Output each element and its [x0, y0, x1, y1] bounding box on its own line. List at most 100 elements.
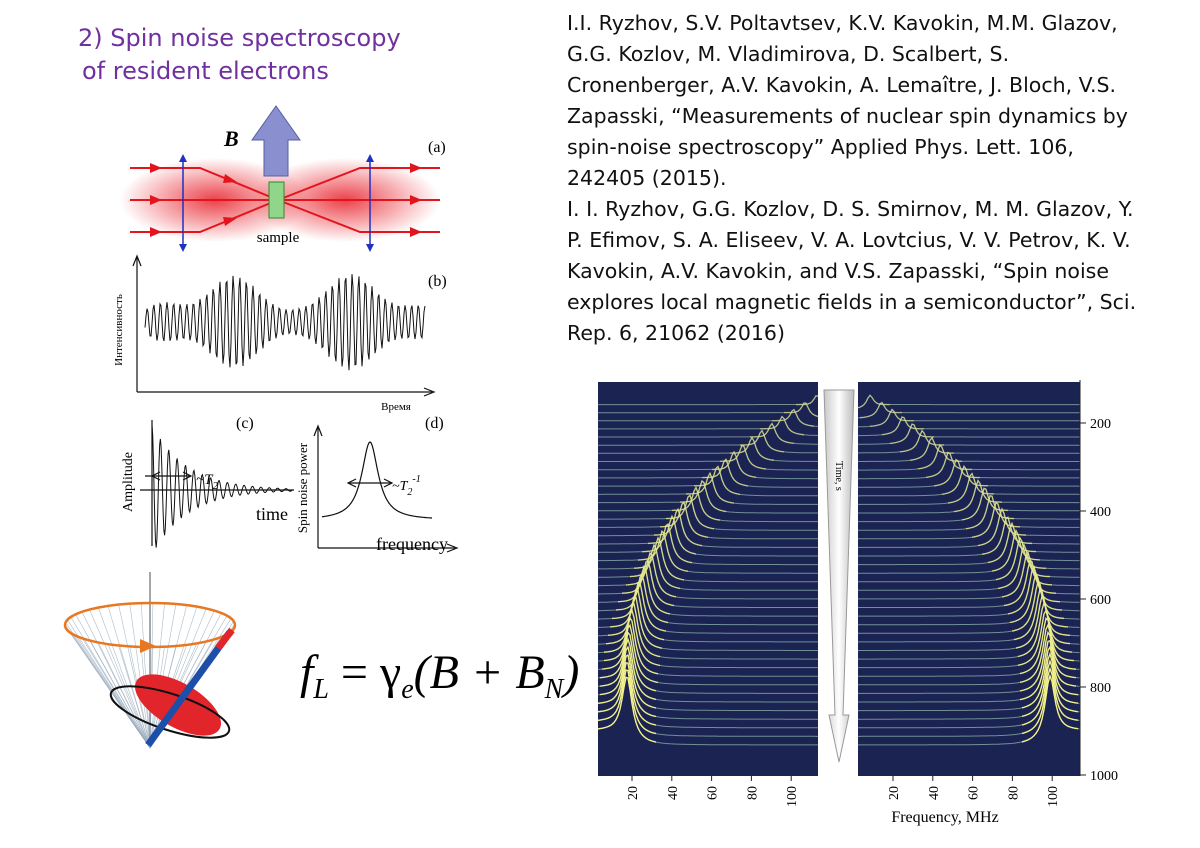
- spectrum-peak: [995, 536, 1047, 581]
- width-label: ~T2-1: [392, 474, 421, 498]
- spectrum-peak: [609, 588, 665, 641]
- spectrum-peak: [740, 429, 785, 453]
- spectrum-peak: [947, 472, 994, 504]
- spectrum-peak: [598, 676, 657, 743]
- panel-label: (a): [428, 139, 446, 156]
- tick-label: 200: [1090, 417, 1111, 432]
- spectrum-peak: [680, 479, 727, 513]
- spectrum-peak: [601, 623, 659, 684]
- reference: I. I. Ryzhov, G.G. Kozlov, D. S. Smirnov…: [567, 197, 1137, 345]
- spectrum-peak: [881, 416, 924, 436]
- field-label: B: [223, 126, 239, 151]
- tick-label: 80: [1006, 786, 1021, 800]
- cone-line: [129, 603, 151, 749]
- spectra-curves: [858, 394, 1080, 746]
- spectrum-line: [858, 501, 1080, 540]
- formula-part: ): [563, 646, 580, 699]
- spectrum-peak: [909, 436, 954, 461]
- width-label: ~T2: [196, 472, 218, 492]
- spectrum-line: [858, 516, 1080, 557]
- spectrum-peak: [750, 422, 795, 444]
- spectrum-peak: [615, 572, 669, 624]
- axis-label: Spin noise power: [295, 442, 310, 533]
- spectrum-line: [858, 437, 1080, 462]
- spectrum-peak: [629, 543, 681, 590]
- spectrum-peak: [899, 429, 944, 453]
- spectrum-peak: [925, 451, 972, 479]
- spectrum-peak: [637, 529, 689, 572]
- tick-label: 800: [1090, 681, 1111, 696]
- beam-diagram: [120, 105, 440, 252]
- spectrum-peak: [605, 602, 661, 658]
- spectrum-peak: [1001, 550, 1053, 598]
- spectrum-line: [598, 402, 818, 417]
- tick-label: 80: [745, 786, 760, 800]
- width-sub: 2: [212, 480, 218, 492]
- spectrum-peak: [617, 564, 671, 615]
- spectrum-peak: [598, 669, 657, 735]
- lorentzian: [321, 441, 432, 519]
- spin-tip: [215, 627, 235, 651]
- spectrum-line: [858, 529, 1080, 574]
- spectra-panel: [858, 382, 1080, 776]
- spectrum-peak: [730, 436, 775, 461]
- spectrum-peak: [702, 458, 749, 487]
- spectrum-line: [598, 395, 818, 406]
- axis-label: frequency: [376, 534, 448, 554]
- time-label: Time, s: [833, 461, 844, 491]
- cone-line: [149, 605, 188, 749]
- spectrum-peak: [1017, 608, 1073, 666]
- spectrum-peak: [599, 631, 657, 692]
- cone-line: [107, 605, 151, 749]
- width-sub: 2: [407, 487, 412, 498]
- spectrum-peak: [987, 521, 1037, 564]
- formula-sub: e: [401, 674, 414, 705]
- spectrum-peak: [889, 423, 934, 445]
- decay-signal: [151, 424, 293, 548]
- spectrum-peak: [1009, 572, 1063, 624]
- cone-line: [149, 606, 198, 749]
- spectrum-peak: [1021, 645, 1079, 709]
- axes: [313, 424, 459, 553]
- spectrum-peak: [599, 637, 657, 701]
- spectrum-peak: [693, 465, 741, 496]
- spectrum-peak: [598, 662, 657, 726]
- spectrum-line: [598, 436, 818, 462]
- spectrum-peak: [1021, 673, 1079, 743]
- spectrum-peak: [961, 487, 1009, 521]
- spectrum-peak: [1015, 594, 1071, 649]
- cone-line: [118, 604, 151, 749]
- tick-label: 1000: [1090, 769, 1118, 784]
- width-main: ~T: [392, 479, 409, 494]
- spectrum-peak: [1003, 559, 1057, 607]
- tick-label: 400: [1090, 505, 1111, 520]
- spectrum-peak: [1019, 616, 1075, 675]
- spectrum-peak: [1019, 623, 1077, 683]
- width-sup: -1: [412, 474, 420, 485]
- spectrum-line: [598, 523, 818, 566]
- cone-line: [75, 614, 151, 749]
- spectrum-peak: [991, 528, 1041, 572]
- formula-sub: N: [544, 674, 564, 705]
- spectrum-peak: [603, 608, 661, 667]
- spectrum-peak: [1011, 580, 1065, 632]
- spectrum-line: [858, 444, 1080, 471]
- spectrum-peak: [760, 415, 805, 436]
- formula-part: (B + B: [413, 646, 545, 699]
- tick-label: 600: [1090, 593, 1111, 608]
- noise-signal: [144, 274, 426, 371]
- time-arrow: [823, 389, 855, 763]
- spectrum-peak: [869, 408, 914, 427]
- panel-label: (c): [236, 415, 254, 432]
- spectrum-peak: [1021, 651, 1079, 717]
- spectrum-line: [598, 515, 818, 557]
- axis-label: Интенсивность: [113, 294, 125, 366]
- spectra-curves: [598, 395, 818, 746]
- spectrum-line: [598, 444, 818, 471]
- spectrum-peak: [598, 654, 657, 718]
- reference: I.I. Ryzhov, S.V. Poltavtsev, K.V. Kavok…: [567, 11, 1128, 190]
- tick-label: 100: [1046, 786, 1061, 807]
- spectrum-peak: [625, 551, 677, 598]
